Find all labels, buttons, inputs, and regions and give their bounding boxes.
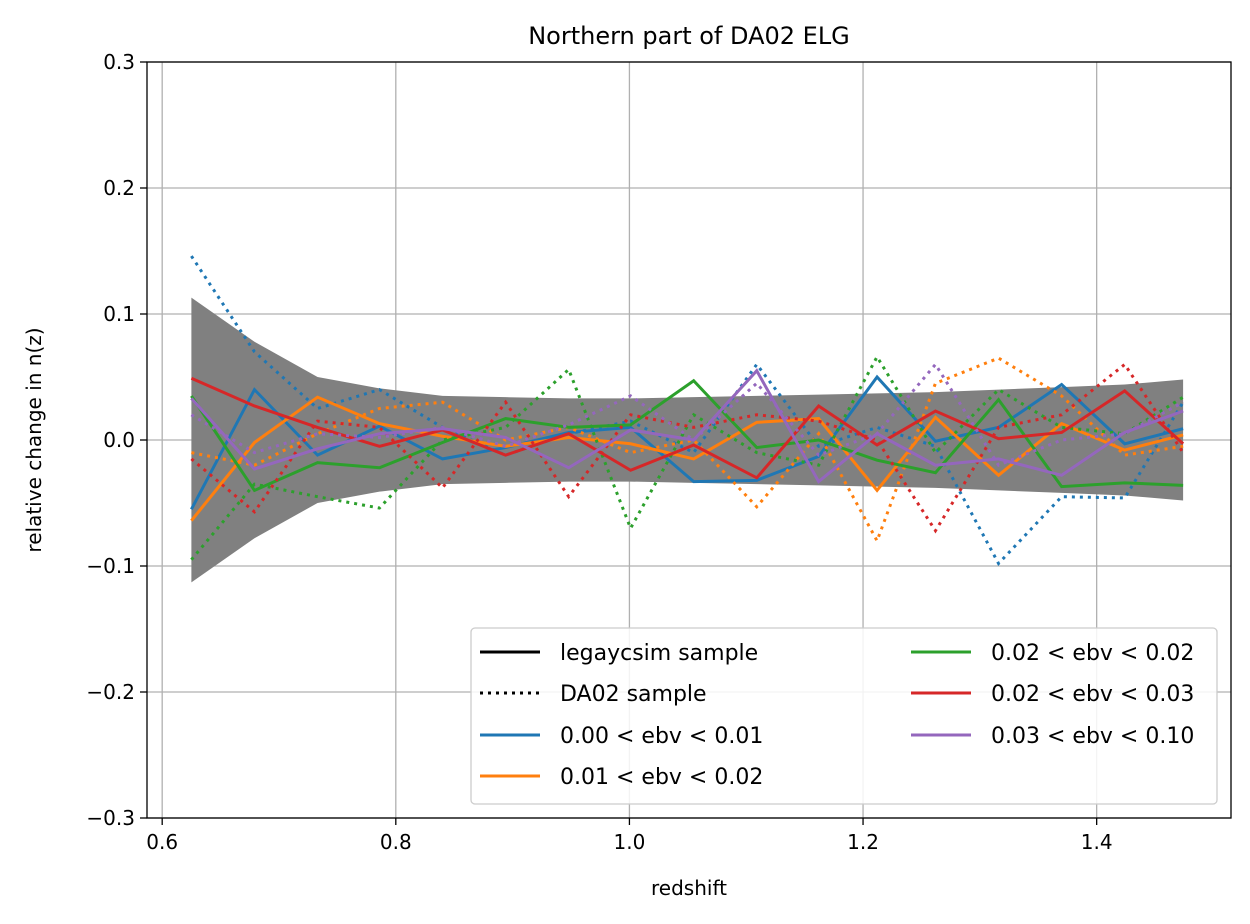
series-line-solid (190, 378, 1184, 493)
legend: legaycsim sample DA02 sample 0.00 < ebv < … (470, 627, 1218, 805)
legend-label: DA02 sample (560, 682, 707, 707)
x-tick-label: 0.6 (146, 830, 178, 854)
x-axis-label: redshift (651, 876, 727, 900)
y-tick-label: 0.3 (103, 50, 135, 74)
y-tick-label: 0.0 (103, 428, 135, 452)
y-tick-label: −0.1 (86, 554, 135, 578)
series-group (190, 255, 1185, 567)
y-tick-label: −0.3 (86, 806, 135, 830)
y-tick-label: 0.1 (103, 302, 135, 326)
series-line-dotted (191, 356, 1184, 545)
x-tick-label: 0.8 (380, 830, 412, 854)
x-tick-label: 1.4 (1081, 830, 1113, 854)
legend-label: 0.02 < ebv < 0.02 (991, 641, 1194, 666)
legend-label: 0.00 < ebv < 0.01 (560, 724, 763, 749)
series-line-solid (190, 368, 1184, 484)
series-line-solid (190, 374, 1184, 510)
axis-ticks: 0.6 0.8 1.0 1.2 1.4 −0.3 −0.2 −0.1 0.0 0.1 0.2 0.3 (86, 50, 1112, 854)
chart-title: Northern part of DA02 ELG (528, 22, 850, 50)
x-tick-label: 1.2 (847, 830, 879, 854)
x-tick-label: 1.0 (614, 830, 646, 854)
series-line-dotted (190, 353, 1184, 561)
series-line-dotted (190, 362, 1185, 534)
y-axis-label: relative change in n(z) (22, 327, 46, 552)
legend-label: 0.01 < ebv < 0.02 (560, 765, 763, 790)
y-tick-label: 0.2 (103, 176, 135, 200)
y-tick-label: −0.2 (86, 680, 135, 704)
legend-label: legaycsim sample (560, 641, 758, 666)
series-line-dotted (190, 255, 1185, 567)
legend-label: 0.03 < ebv < 0.10 (991, 724, 1194, 749)
legend-box (470, 627, 1218, 805)
legend-label: 0.02 < ebv < 0.03 (991, 682, 1194, 707)
series-line-dotted (190, 361, 1184, 468)
